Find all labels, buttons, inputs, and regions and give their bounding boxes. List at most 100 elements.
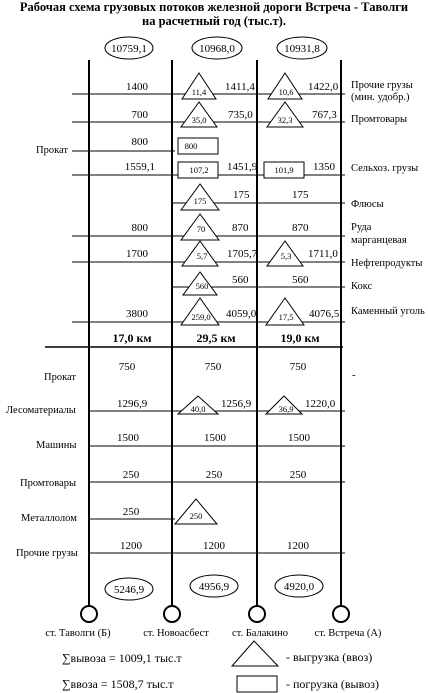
unload-triangle [176,395,220,415]
low-les-label: Лесоматериалы [6,405,76,416]
marker-label: 101,9 [274,165,293,175]
marker-label: 259,0 [191,312,210,322]
unload-triangle [180,101,218,128]
ruda-v1: 800 [132,222,149,234]
station-label-vstrecha: ст. Встреча (А) [315,628,382,639]
low-mashiny-v2: 1500 [204,432,227,444]
ruda-v3: 870 [292,222,309,234]
marker-label: 35,0 [192,115,207,125]
station-label-novoasbest: ст. Новоасбест [143,628,209,639]
koks-v2: 560 [232,274,249,286]
low-prokat-v2: 750 [205,361,222,373]
selhoz-v3: 1350 [313,161,336,173]
koks-label: Кокс [351,281,373,292]
legend-rect-icon [236,675,278,693]
promtovary-v1: 700 [132,109,149,121]
prokat-v1: 800 [132,136,149,148]
low-metallolom-label: Металлолом [21,513,77,524]
low-prochie-v2: 1200 [203,540,226,552]
total-bottom-1: 5246,9 [114,584,145,596]
marker-label: 40,0 [191,404,206,414]
nefte-label: Нефтепродукты [351,258,422,269]
low-mashiny-v1: 1500 [117,432,140,444]
marker-label: 17,5 [279,312,294,322]
legend-vyvoz: ∑вывоза = 1009,1 тыс.т [62,651,182,665]
station-circle-tavolgi [80,605,98,623]
prokat-left-label: Прокат [36,145,68,156]
total-oval-3 [276,36,328,60]
unload-triangle [181,72,217,100]
unload-triangle [265,297,305,326]
title-line-2: на расчетный год (тыс.т). [142,14,286,28]
low-mashiny-v3: 1500 [288,432,311,444]
unload-triangle [266,101,304,128]
unload-triangle [266,240,304,267]
ugol-label: Каменный уголь [351,306,425,317]
low-promtovary-v1: 250 [123,469,140,481]
station-circle-balakino [248,605,266,623]
selhoz-label: Сельхоз. грузы [351,163,418,174]
ruda-label-2: марганцевая [351,235,407,246]
station-label-tavolgi: ст. Таволги (Б) [45,628,111,639]
ruda-label-1: Руда [351,222,372,233]
station-circle-vstrecha [332,605,350,623]
low-prochie-v1: 1200 [120,540,143,552]
top-totals: 10759,1 10968,0 10931,8 [104,36,328,60]
low-prochie-label: Прочие грузы [16,548,78,559]
promtovary-v2: 735,0 [228,109,253,121]
prochie-label-2: (мин. удобр.) [351,92,410,103]
selhoz-v1: 1559,1 [125,161,155,173]
selhoz-v2: 1451,9 [227,161,258,173]
nefte-v1: 1700 [126,248,149,260]
flyusy-label: Флюсы [351,199,384,210]
diagram-title: Рабочая схема грузовых потоков железной … [0,0,428,28]
prochie-label-1: Прочие грузы [351,80,413,91]
title-line-1: Рабочая схема грузовых потоков железной … [19,0,409,14]
prochie-v2: 1411,4 [225,81,255,93]
prochie-v1: 1400 [126,81,149,93]
total-bottom-2: 4956,9 [199,581,230,593]
low-les-v1: 1296,9 [117,398,148,410]
marker-label: 32,3 [278,115,293,125]
unload-triangle [267,72,303,100]
low-les-v3: 1220,0 [305,398,336,410]
low-prokat-v3: 750 [290,361,307,373]
total-top-1: 10759,1 [111,43,147,55]
low-prochie-v3: 1200 [287,540,310,552]
ugol-v3: 4076,5 [309,308,340,320]
legend-triangle-icon [230,640,280,667]
total-oval-2 [191,36,243,60]
load-rectangle [177,137,219,155]
bottom-totals: 5246,9 4956,9 4920,0 [104,574,324,601]
promtovary-label: Промтовары [351,114,407,125]
unload-triangle [264,395,304,415]
prochie-v3: 1422,0 [308,81,339,93]
low-promtovary-v2: 250 [206,469,223,481]
legend-vvoz: ∑ввоза = 1508,7 тыс.т [62,677,174,691]
unload-triangle [180,213,220,241]
marker-label: 5,7 [197,251,208,261]
load-rectangle [263,161,305,179]
unload-triangle [180,183,220,211]
total-oval-1 [104,36,154,60]
marker-label: 175 [194,196,207,206]
marker-label: 800 [185,141,198,151]
load-rectangle [177,161,219,179]
low-mashiny-label: Машины [36,440,76,451]
unload-triangle [182,271,218,296]
low-prokat-label: Прокат [44,372,76,383]
low-les-v2: 1256,9 [221,398,252,410]
marker-label: 11,4 [192,87,207,97]
total-top-2: 10968,0 [199,43,235,55]
low-promtovary-v3: 250 [290,469,307,481]
unload-triangle [181,240,219,267]
marker-label: 250 [190,511,203,521]
total-oval-bottom-1 [104,577,154,601]
marker-label: 10,6 [279,87,294,97]
distance-1: 17,0 км [112,331,151,345]
station-label-balakino: ст. Балакино [232,628,288,639]
station-circle-novoasbest [163,605,181,623]
total-top-3: 10931,8 [284,43,320,55]
low-promtovary-label: Промтовары [20,478,76,489]
